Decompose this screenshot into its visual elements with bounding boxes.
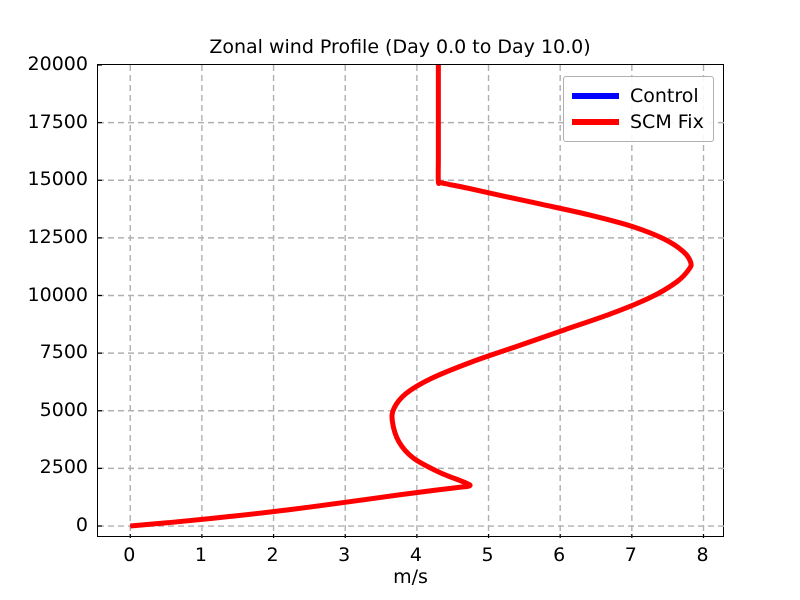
legend: Control SCM Fix — [563, 76, 714, 142]
x-tick-label: 4 — [409, 544, 422, 566]
x-tick-label: 5 — [481, 544, 494, 566]
legend-label: SCM Fix — [630, 111, 704, 133]
y-tick-label: 10000 — [27, 283, 88, 306]
series-paths — [130, 65, 694, 529]
legend-item[interactable]: SCM Fix — [572, 109, 704, 135]
x-tick-label: 6 — [553, 544, 566, 566]
x-tick-label: 8 — [696, 544, 709, 566]
data-lines-svg — [98, 65, 725, 538]
plot-area — [97, 64, 725, 538]
x-tick-label: 1 — [194, 544, 207, 566]
x-tick-label: 3 — [338, 544, 351, 566]
y-tick-label: 12500 — [27, 225, 88, 248]
legend-color-swatch — [572, 119, 619, 125]
gridlines — [98, 65, 725, 538]
legend-item[interactable]: Control — [572, 83, 704, 109]
y-tick-label: 17500 — [27, 110, 88, 133]
legend-color-swatch — [572, 93, 619, 99]
x-tick-label: 7 — [624, 544, 637, 566]
page-title: Zonal wind Profile (Day 0.0 to Day 10.0) — [209, 36, 591, 58]
y-tick-label: 15000 — [27, 168, 88, 191]
x-tick-label: 0 — [123, 544, 136, 566]
series-line-scm-fix — [130, 65, 694, 529]
y-tick-label: 0 — [75, 514, 88, 536]
y-tick-label: 7500 — [39, 341, 88, 364]
x-tick-label: 2 — [266, 544, 279, 566]
legend-label: Control — [630, 85, 699, 107]
y-tick-label: 5000 — [39, 398, 88, 421]
y-tick-label: 20000 — [27, 53, 88, 75]
y-tick-label: 2500 — [39, 456, 88, 479]
x-axis-label: m/s — [393, 566, 428, 588]
